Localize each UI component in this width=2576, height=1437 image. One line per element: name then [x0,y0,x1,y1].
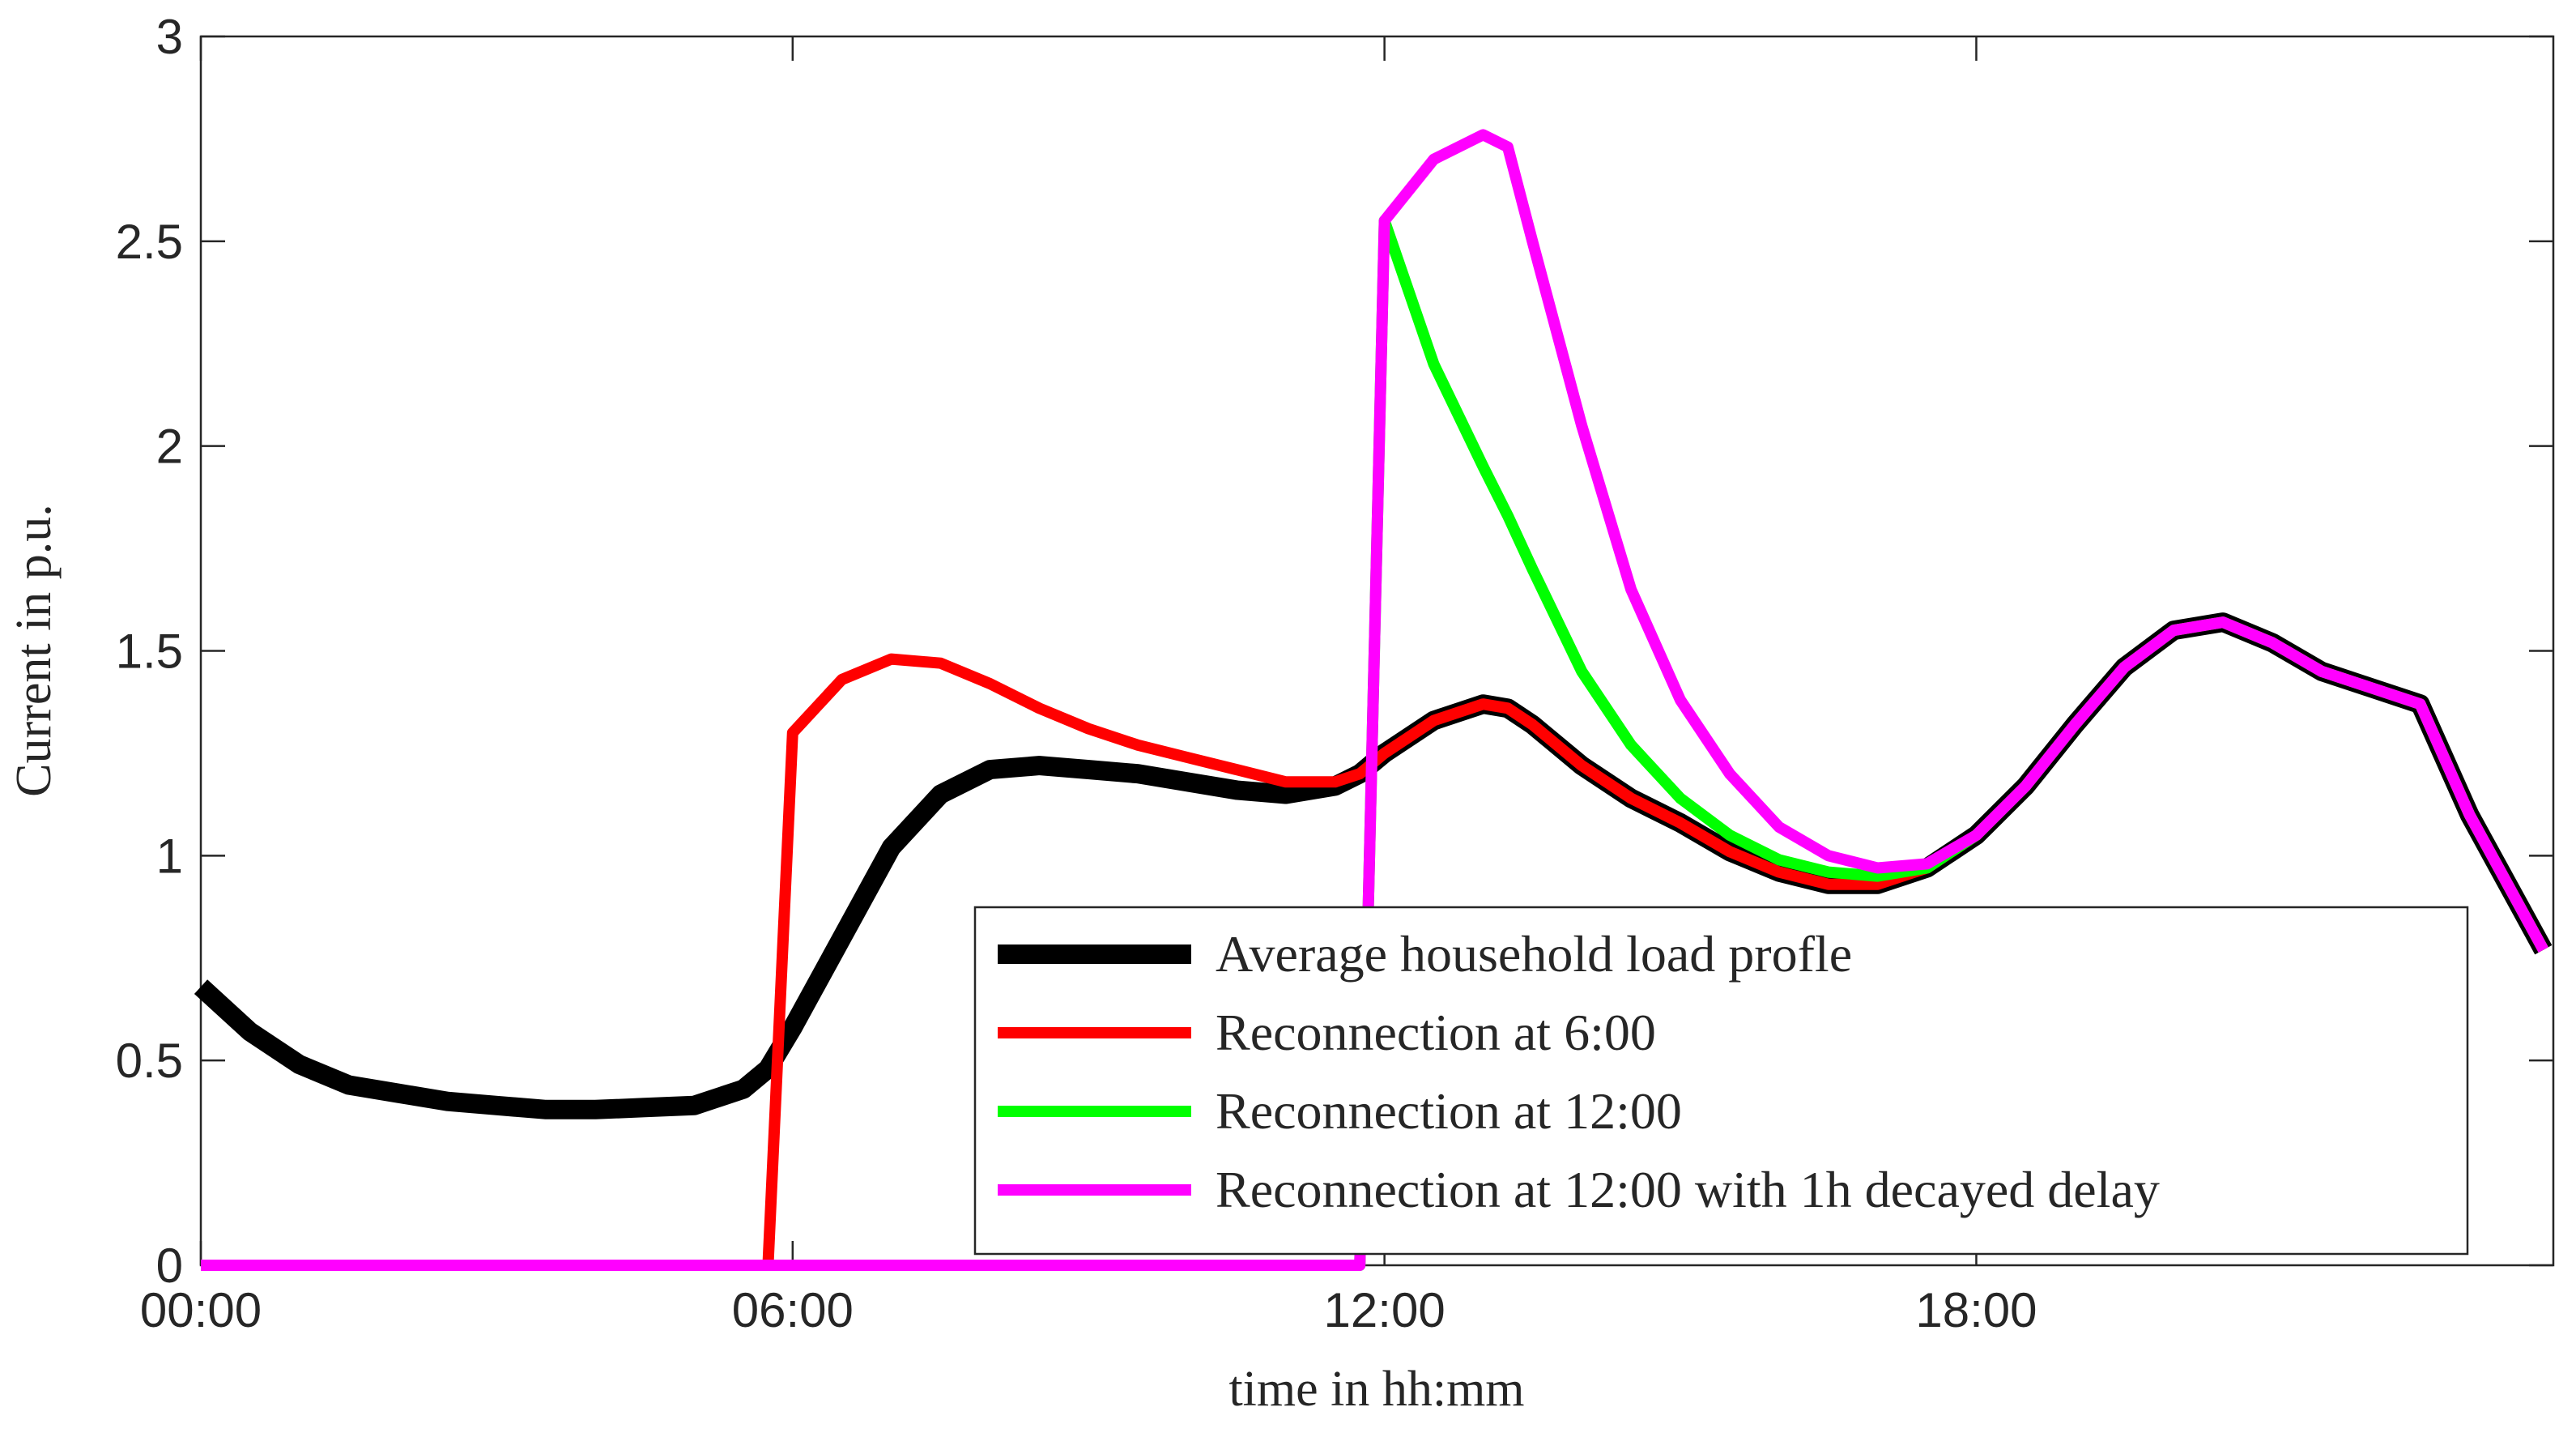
y-tick-label: 2 [156,420,183,474]
legend-label: Reconnection at 12:00 with 1h decayed de… [1216,1161,2160,1218]
series-line [201,129,2548,1271]
x-tick-label: 00:00 [140,1283,262,1337]
y-tick-label: 0.5 [116,1034,183,1088]
y-tick-label: 0 [156,1239,183,1293]
legend-label: Reconnection at 12:00 [1216,1082,1682,1140]
x-axis-label: time in hh:mm [1228,1362,1524,1417]
legend-box [973,906,2469,1256]
y-tick-label: 2.5 [116,215,183,269]
y-tick-label: 1 [156,829,183,883]
x-tick-label: 18:00 [1915,1283,2037,1337]
y-axis-label: Current in p.u. [6,504,62,797]
y-tick-label: 1.5 [116,625,183,679]
x-tick-label: 06:00 [732,1283,854,1337]
y-tick-label: 3 [156,10,183,64]
legend-label: Reconnection at 6:00 [1216,1004,1656,1061]
x-tick-label: 12:00 [1324,1283,1446,1337]
legend-label: Average household load profle [1216,925,1852,983]
